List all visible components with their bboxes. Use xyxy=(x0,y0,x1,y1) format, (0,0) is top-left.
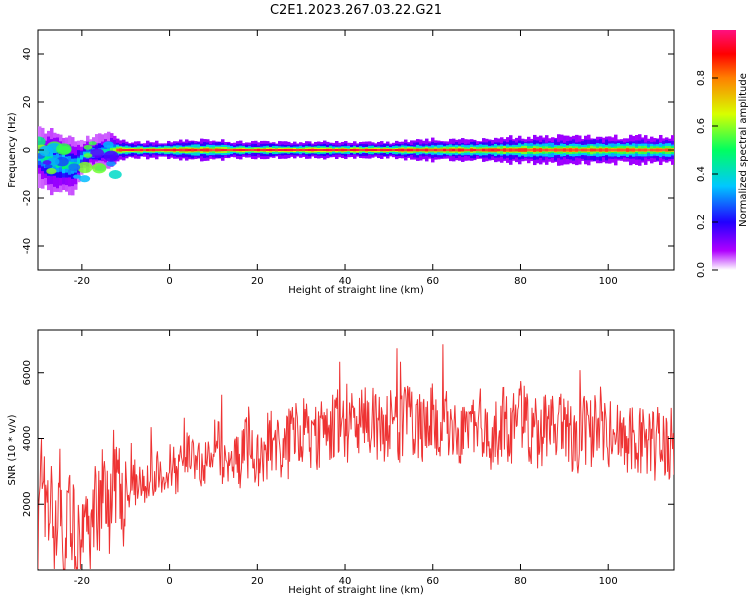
spectrogram-x-tick-label: -20 xyxy=(74,276,90,287)
snr-y-ticks: 2000 4000 6000 xyxy=(22,360,674,517)
spectrogram-y-axis-label: Frequency (Hz) xyxy=(7,112,18,188)
spectrogram-y-tick-label: 0 xyxy=(22,147,33,153)
colorbar-tick-label: 0.4 xyxy=(696,166,707,182)
spectrogram-blob xyxy=(56,143,72,155)
spectrogram-blob xyxy=(79,175,91,183)
snr-x-tick-label: 20 xyxy=(251,576,264,587)
snr-x-tick-label: 100 xyxy=(599,576,618,587)
spectrogram-x-tick-label: 20 xyxy=(251,276,264,287)
spectrogram-x-tick-label: 100 xyxy=(599,276,618,287)
spectrogram-blob xyxy=(106,160,116,167)
spectrogram-blob xyxy=(55,156,69,167)
spectrogram-blob xyxy=(77,161,93,174)
colorbar: 0.0 0.2 0.4 0.6 0.8 Normalized spectral ampl… xyxy=(696,30,749,278)
spectrogram-blob xyxy=(103,150,119,162)
spectrogram-x-tick-label: 60 xyxy=(426,276,439,287)
spectrogram-blob xyxy=(72,174,82,179)
spectrogram-cell xyxy=(104,149,108,153)
spectrogram-blob xyxy=(38,136,46,147)
spectrogram-x-axis-label: Height of straight line (km) xyxy=(288,285,424,296)
snr-x-tick-label: 40 xyxy=(339,576,352,587)
colorbar-tick-label: 0.6 xyxy=(696,118,707,134)
snr-x-tick-label: 60 xyxy=(426,576,439,587)
snr-x-ticks: -20 0 20 40 60 80 100 xyxy=(74,330,618,587)
spectrogram-x-tick-label: 80 xyxy=(514,276,527,287)
snr-y-axis-label: SNR (10 * v/v) xyxy=(7,414,18,485)
spectrogram-blob xyxy=(46,168,57,175)
snr-x-axis-label: Height of straight line (km) xyxy=(288,585,424,596)
spectrogram-x-tick-label: 0 xyxy=(166,276,172,287)
spectrogram-blob xyxy=(92,162,107,174)
spectrogram-blob xyxy=(103,141,114,148)
colorbar-tick-label: 0.0 xyxy=(696,262,707,278)
spectrogram-cell xyxy=(77,158,81,165)
snr-x-tick-label: -20 xyxy=(74,576,90,587)
spectrogram-y-tick-label: 40 xyxy=(22,48,33,61)
snr-panel: -20 0 20 40 60 80 100 2000 4000 6000 Height of s… xyxy=(7,329,675,596)
spectrogram-blob xyxy=(68,163,81,172)
snr-series-line xyxy=(38,344,674,570)
spectrogram-blob xyxy=(83,153,93,158)
spectrogram-blob xyxy=(108,170,122,179)
colorbar-gradient xyxy=(712,30,736,270)
spectrogram-blob xyxy=(44,164,53,169)
spectrogram-y-tick-label: -40 xyxy=(22,238,33,254)
snr-x-tick-label: 80 xyxy=(514,576,527,587)
spectrogram-cell xyxy=(110,148,114,152)
spectrogram-cell xyxy=(44,156,48,163)
spectrogram-cell xyxy=(107,148,111,152)
snr-y-tick-label: 2000 xyxy=(22,492,33,517)
spectrogram-y-ticks: -40 -20 0 20 40 xyxy=(22,48,674,254)
spectrogram-x-tick-label: 40 xyxy=(339,276,352,287)
spectrogram-cell xyxy=(113,148,117,152)
snr-x-tick-label: 0 xyxy=(166,576,172,587)
colorbar-tick-label: 0.8 xyxy=(696,70,707,86)
spectrogram-blob xyxy=(83,144,93,150)
spectrogram-blob xyxy=(88,141,97,146)
spectrogram-marks xyxy=(38,126,674,196)
colorbar-tick-label: 0.2 xyxy=(696,214,707,230)
snr-y-tick-label: 6000 xyxy=(22,360,33,385)
snr-y-tick-label: 4000 xyxy=(22,426,33,451)
spectrogram-panel: -20 0 20 40 60 80 100 -40 -20 0 20 40 Height of st… xyxy=(7,29,675,296)
spectrogram-blob xyxy=(42,160,52,165)
colorbar-label: Normalized spectral amplitude xyxy=(738,73,749,227)
spectrogram-y-tick-label: 20 xyxy=(22,96,33,109)
spectrogram-y-tick-label: -20 xyxy=(22,190,33,206)
figure-title: C2E1.2023.267.03.22.G21 xyxy=(270,3,442,18)
spectrogram-cell xyxy=(80,155,84,160)
spectrogram-x-ticks: -20 0 20 40 60 80 100 xyxy=(74,30,618,287)
colorbar-ticks: 0.0 0.2 0.4 0.6 0.8 xyxy=(696,70,718,278)
spectrogram-blob xyxy=(90,148,105,159)
snr-frame xyxy=(37,329,675,571)
spectrogram-blob xyxy=(38,145,54,157)
